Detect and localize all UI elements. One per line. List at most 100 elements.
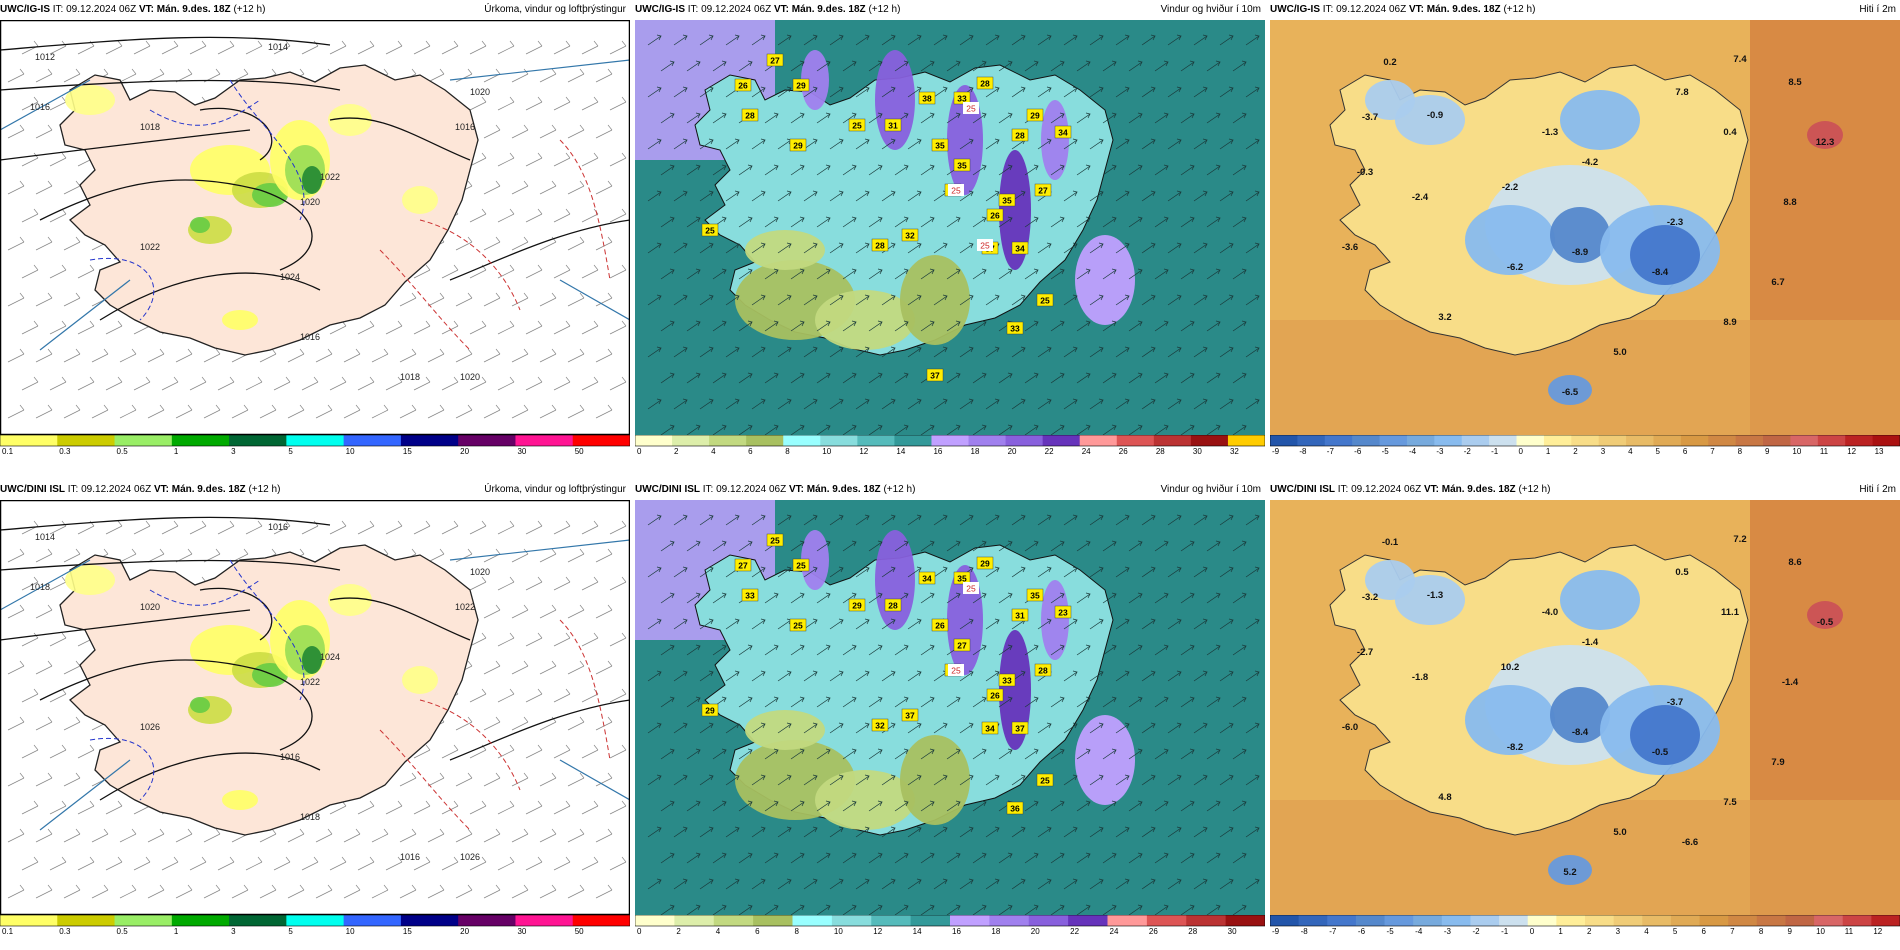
model-source: UWC/DINI ISL: [635, 484, 700, 495]
colorbar-tick: 15: [403, 447, 412, 455]
colorbar-swatch: [57, 915, 116, 926]
colorbar-tick: 3: [231, 927, 236, 935]
isobar-label: 1020: [300, 197, 320, 207]
gust-label-box: [741, 108, 759, 122]
colorbar-tick: 4: [711, 447, 716, 455]
gust-value: 33: [1010, 324, 1020, 334]
colorbar-tick: 32: [1230, 447, 1239, 455]
temperature-value: 7.4: [1733, 54, 1747, 65]
gust-label-box: [1036, 293, 1054, 307]
colorbar-tick: 30: [517, 447, 526, 455]
gust-value: 29: [705, 706, 715, 716]
colorbar-tick: 22: [1045, 447, 1054, 455]
gust-label-box: [734, 78, 752, 92]
iceland-map: 2527253325292834352935232631272628332629…: [635, 500, 1265, 915]
colorbar-tick: 30: [517, 927, 526, 935]
colorbar-tick: 28: [1188, 927, 1197, 935]
gust-label-box: [901, 708, 919, 722]
colorbar-swatch: [286, 435, 345, 446]
colorbar-tick: 1: [1546, 447, 1551, 455]
gust-label-box: [953, 571, 971, 585]
colorbar-tick: -7: [1327, 447, 1335, 455]
colorbar-swatch: [1871, 915, 1900, 926]
colorbar-tick: 12: [1873, 927, 1882, 935]
colorbar-tick: 5: [1673, 927, 1678, 935]
colorbar-tick: 26: [1149, 927, 1158, 935]
colorbar-swatch: [572, 435, 630, 446]
colorbar-swatch: [894, 435, 932, 446]
gust-label-box: [884, 598, 902, 612]
gust-value: 25: [770, 536, 780, 546]
colorbar-swatch: [1613, 915, 1643, 926]
init-time: IT: 09.12.2024 06Z: [52, 4, 137, 15]
colorbar-tick: 5: [288, 927, 293, 935]
init-time: IT: 09.12.2024 06Z: [67, 484, 152, 495]
gust-value: 31: [1015, 611, 1025, 621]
colorbar-swatch: [1068, 915, 1108, 926]
colorbar-swatch: [1413, 915, 1443, 926]
panel-title: Hiti í 2m: [1859, 484, 1896, 495]
colorbar-tick: 28: [1156, 447, 1165, 455]
gust-label-box: [953, 158, 971, 172]
colorbar-tick: 12: [859, 447, 868, 455]
gust-value: 25: [1040, 776, 1050, 786]
isobar-label: 1018: [300, 812, 320, 822]
lead-time: (+12 h): [1503, 4, 1536, 15]
isobar-label: 1016: [30, 102, 50, 112]
colorbar-swatch: [1441, 915, 1471, 926]
colorbar-swatch: [713, 915, 754, 926]
colorbar-swatch: [1556, 915, 1586, 926]
colorbar-swatch: [1079, 435, 1118, 446]
colorbar-swatch: [1434, 435, 1463, 446]
valid-time-label: VT:: [773, 4, 789, 15]
colorbar-swatch: [57, 435, 116, 446]
temperature-value: 10.2: [1501, 662, 1520, 673]
colorbar-swatch: [1489, 435, 1518, 446]
map-panel-precip: UWC/IG-IS IT: 09.12.2024 06Z VT: Mán. 9.…: [0, 0, 630, 455]
temperature-value: -6.2: [1507, 262, 1523, 273]
temperature-value: 7.2: [1733, 534, 1746, 545]
gust-value: 26: [990, 691, 1000, 701]
colorbar-swatch: [1186, 915, 1227, 926]
gust-label-box: [918, 571, 936, 585]
gust-value: 28: [1038, 666, 1048, 676]
isobar-label: 1024: [320, 652, 340, 662]
map-panel-temp: UWC/DINI ISL IT: 09.12.2024 06Z VT: Mán.…: [1270, 480, 1900, 935]
valid-time-label: VT:: [1423, 484, 1439, 495]
lead-time: (+12 h): [868, 4, 901, 15]
gust-label-box: [976, 76, 994, 90]
temperature-value: 3.2: [1438, 312, 1451, 323]
colorbar-swatch: [458, 915, 516, 926]
temperature-value: 5.2: [1563, 867, 1576, 878]
colorbar-tick: 0: [637, 447, 642, 455]
colorbar-swatch: [635, 435, 673, 446]
gust-label-box: [1011, 128, 1029, 142]
colorbar-legend: -9 -8 -7 -6 -5 -4 -3 -2 -1 0 1 2 3 4 5 6 7 8 9 10 11 12 13: [1270, 435, 1900, 455]
valid-time: Mán. 9.des. 18Z: [1426, 4, 1501, 15]
colorbar-swatch: [1499, 915, 1529, 926]
temperature-value: 7.5: [1723, 797, 1737, 808]
temperature-value: -8.4: [1652, 267, 1669, 278]
colorbar-tick: 6: [1683, 447, 1688, 455]
colorbar-swatch: [674, 915, 715, 926]
colorbar-swatch: [1297, 435, 1326, 446]
colorbar-tick: 2: [676, 927, 681, 935]
temperature-value: -2.7: [1357, 647, 1373, 658]
temperature-value: -0.5: [1652, 747, 1669, 758]
init-time: IT: 09.12.2024 06Z: [1322, 4, 1407, 15]
colorbar-swatch: [1763, 435, 1791, 446]
gust-value: 25: [705, 226, 715, 236]
colorbar-tick: 4: [1644, 927, 1649, 935]
colorbar-tick: 13: [1875, 447, 1884, 455]
isobar-label: 1026: [140, 722, 160, 732]
panel-header: UWC/DINI ISL IT: 09.12.2024 06Z VT: Mán.…: [0, 480, 630, 500]
colorbar-tick: 18: [991, 927, 1000, 935]
colorbar-tick: 2: [674, 447, 679, 455]
colorbar-tick: 0: [1519, 447, 1524, 455]
gust-label-box: [1011, 721, 1029, 735]
map-panel-wind: UWC/IG-IS IT: 09.12.2024 06Z VT: Mán. 9.…: [635, 0, 1265, 455]
colorbar-tick: 16: [952, 927, 961, 935]
colorbar-tick: -2: [1472, 927, 1480, 935]
temperature-value: -1.3: [1427, 590, 1443, 601]
colorbar-tick: 10: [822, 447, 831, 455]
